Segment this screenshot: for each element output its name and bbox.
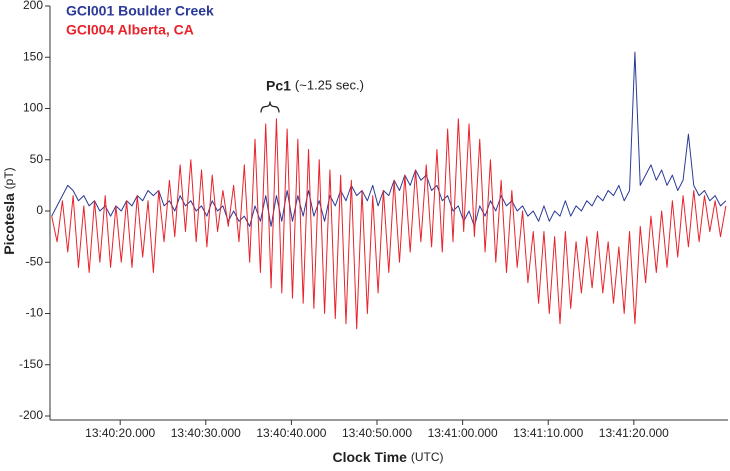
- series-line: [51, 51, 727, 227]
- x-tick-label: 13:41:10.000: [513, 426, 583, 440]
- x-tick-label: 13:40:50.000: [342, 426, 412, 440]
- annotation: Pc1 (~1.25 sec.): [266, 77, 364, 93]
- y-axis-label-text: Picotesla: [1, 193, 17, 255]
- legend-label: GCI004 Alberta, CA: [66, 22, 194, 38]
- y-tick-label: 150: [23, 49, 43, 63]
- y-axis-label: Picotesla (pT): [1, 167, 17, 254]
- annotation-detail: (~1.25 sec.): [295, 78, 364, 93]
- x-tick-label: 13:41:00.000: [428, 426, 498, 440]
- x-axis-label-text: Clock Time: [333, 449, 408, 465]
- y-tick-label: -10: [26, 306, 44, 320]
- x-tick-label: 13:40:20.000: [85, 426, 155, 440]
- y-axis-unit: (pT): [2, 167, 16, 189]
- y-tick-label: -200: [19, 408, 43, 422]
- y-tick-label: -150: [19, 357, 43, 371]
- annotation-label: Pc1: [266, 77, 291, 93]
- y-tick-label: 50: [30, 152, 44, 166]
- series-line: [51, 118, 727, 330]
- x-axis-label: Clock Time (UTC): [333, 449, 444, 465]
- annotation-brace: [260, 101, 280, 113]
- x-tick-label: 13:40:30.000: [171, 426, 241, 440]
- x-tick-label: 13:41:20.000: [599, 426, 669, 440]
- x-axis-unit: (UTC): [411, 450, 444, 464]
- y-tick-label: -50: [26, 254, 44, 268]
- y-tick-label: 200: [23, 0, 43, 12]
- legend-label: GCI001 Boulder Creek: [66, 3, 214, 19]
- y-tick-label: 0: [36, 203, 43, 217]
- y-tick-label: 100: [23, 101, 43, 115]
- x-tick-label: 13:40:40.000: [256, 426, 326, 440]
